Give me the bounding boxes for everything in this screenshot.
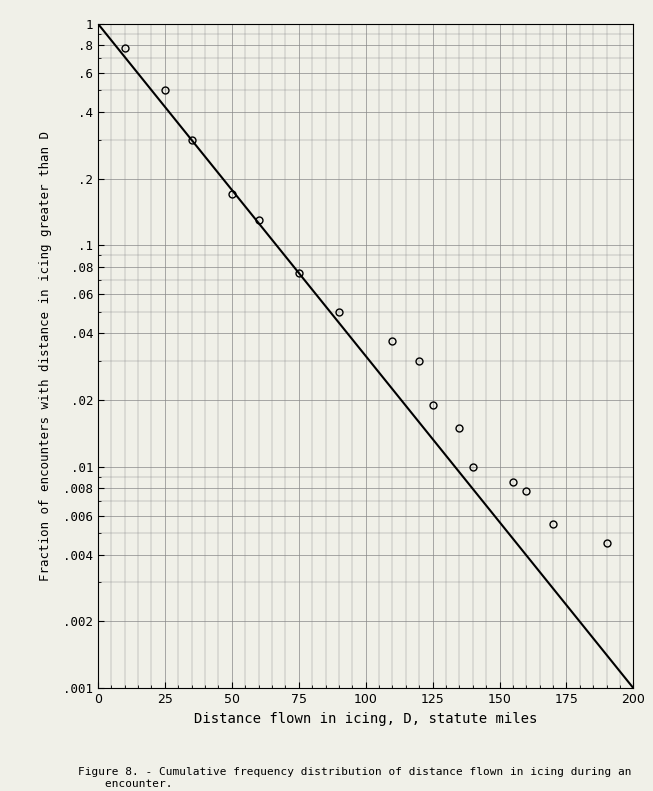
- Text: Figure 8. - Cumulative frequency distribution of distance flown in icing during : Figure 8. - Cumulative frequency distrib…: [78, 767, 632, 789]
- Y-axis label: Fraction of encounters with distance in icing greater than D: Fraction of encounters with distance in …: [39, 131, 52, 581]
- X-axis label: Distance flown in icing, D, statute miles: Distance flown in icing, D, statute mile…: [194, 712, 537, 725]
